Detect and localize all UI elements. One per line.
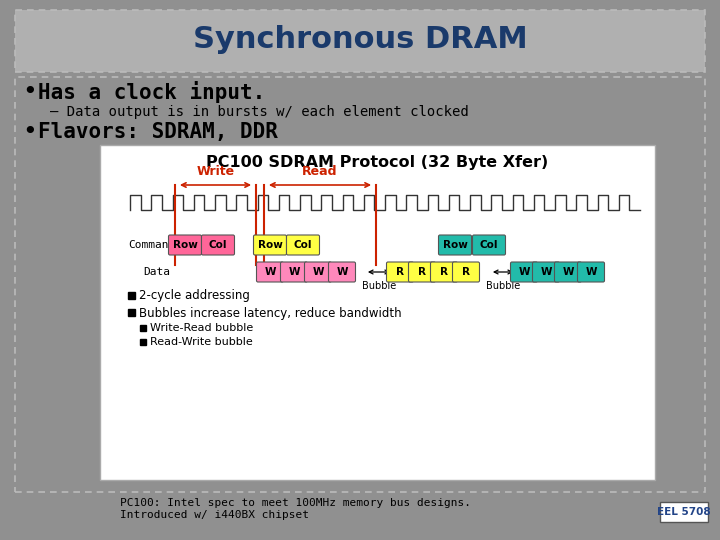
FancyBboxPatch shape [387,262,413,282]
Text: PC100 SDRAM Protocol (32 Byte Xfer): PC100 SDRAM Protocol (32 Byte Xfer) [206,154,548,170]
Text: W: W [336,267,348,277]
Text: R: R [462,267,470,277]
FancyBboxPatch shape [15,10,705,72]
FancyBboxPatch shape [328,262,356,282]
FancyBboxPatch shape [202,235,235,255]
Bar [140,339,146,345]
Text: EEL 5708: EEL 5708 [657,507,711,517]
Bar [140,325,146,331]
Text: W: W [540,267,552,277]
Text: Row: Row [173,240,197,250]
Text: – Data output is in bursts w/ each element clocked: – Data output is in bursts w/ each eleme… [50,105,469,119]
FancyBboxPatch shape [510,262,538,282]
FancyBboxPatch shape [452,262,480,282]
Text: Read: Read [302,165,338,178]
Text: Col: Col [209,240,228,250]
Bar [128,309,135,316]
Text: Col: Col [294,240,312,250]
Text: Data: Data [143,267,170,277]
FancyBboxPatch shape [438,235,472,255]
Text: Read-Write bubble: Read-Write bubble [150,337,253,347]
Text: Flavors: SDRAM, DDR: Flavors: SDRAM, DDR [38,122,278,142]
Text: Bubble: Bubble [486,281,520,291]
FancyBboxPatch shape [472,235,505,255]
FancyBboxPatch shape [554,262,582,282]
Text: •: • [22,120,37,144]
FancyBboxPatch shape [305,262,331,282]
Text: PC100: Intel spec to meet 100MHz memory bus designs.: PC100: Intel spec to meet 100MHz memory … [120,498,471,508]
FancyBboxPatch shape [256,262,284,282]
FancyBboxPatch shape [660,502,708,522]
Text: Synchronous DRAM: Synchronous DRAM [193,25,527,55]
Text: W: W [562,267,574,277]
Text: Write-Read bubble: Write-Read bubble [150,323,253,333]
Bar [128,292,135,299]
Text: Row: Row [443,240,467,250]
Text: R: R [418,267,426,277]
Text: Command: Command [128,240,175,250]
Text: Write: Write [197,165,235,178]
Text: Bubbles increase latency, reduce bandwidth: Bubbles increase latency, reduce bandwid… [139,307,402,320]
Text: W: W [518,267,530,277]
Bar [100,145,655,480]
Text: Has a clock input.: Has a clock input. [38,81,265,103]
Text: 2-cycle addressing: 2-cycle addressing [139,289,250,302]
Text: R: R [440,267,448,277]
Text: Col: Col [480,240,498,250]
Text: W: W [585,267,597,277]
Text: W: W [288,267,300,277]
FancyBboxPatch shape [408,262,436,282]
FancyBboxPatch shape [287,235,320,255]
FancyBboxPatch shape [577,262,605,282]
Text: W: W [312,267,324,277]
FancyBboxPatch shape [253,235,287,255]
Text: Row: Row [258,240,282,250]
FancyBboxPatch shape [281,262,307,282]
Text: Introduced w/ i440BX chipset: Introduced w/ i440BX chipset [120,510,309,520]
Text: Bubble: Bubble [362,281,396,291]
FancyBboxPatch shape [431,262,457,282]
Text: R: R [396,267,404,277]
FancyBboxPatch shape [168,235,202,255]
Text: •: • [22,80,37,104]
FancyBboxPatch shape [533,262,559,282]
FancyBboxPatch shape [15,77,705,492]
Text: W: W [264,267,276,277]
